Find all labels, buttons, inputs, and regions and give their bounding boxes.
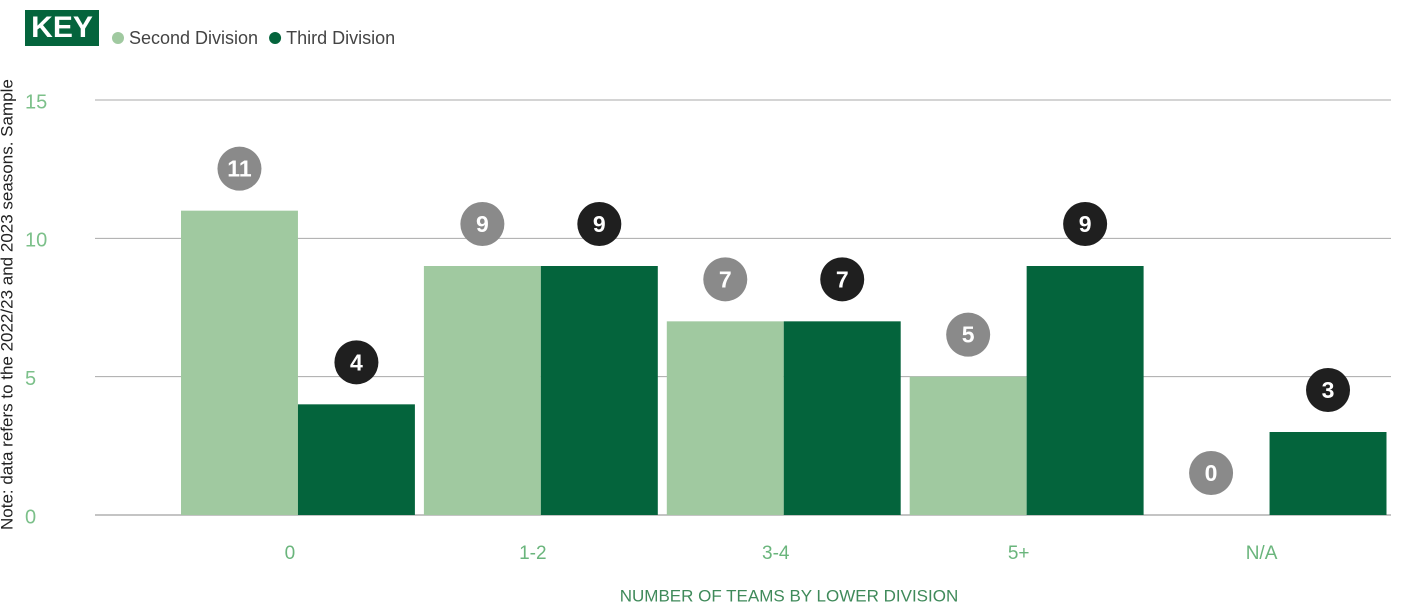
x-tick-label: 5+ (1008, 543, 1030, 564)
x-tick-label: 1-2 (519, 543, 546, 564)
data-label: 11 (227, 156, 252, 182)
bar (297, 404, 415, 515)
data-label: 9 (476, 211, 489, 237)
x-tick-label: 0 (285, 543, 296, 564)
y-tick-label: 15 (25, 91, 47, 113)
key-box (25, 10, 99, 46)
bar (423, 266, 541, 515)
bar (181, 210, 298, 515)
data-label-badge (334, 340, 379, 385)
x-tick-label: 3-4 (762, 543, 790, 564)
y-tick-label: 5 (25, 368, 36, 390)
data-label: 9 (593, 211, 606, 237)
data-label-badge (1063, 202, 1108, 246)
legend-swatch (269, 32, 282, 44)
data-label-badge (217, 146, 262, 191)
y-tick-label: 0 (25, 506, 36, 528)
note: Note: data refers to the 2022/23 and 202… (0, 79, 16, 530)
data-label: 0 (1205, 460, 1218, 486)
bar (1026, 266, 1144, 515)
data-label-badge (577, 202, 622, 246)
data-label: 4 (350, 349, 363, 375)
data-label-badge (1189, 451, 1234, 495)
data-label-badge (946, 312, 991, 357)
data-label: 3 (1322, 377, 1335, 403)
legend-swatch (112, 32, 124, 44)
bar (540, 266, 658, 515)
data-label-badge (703, 257, 748, 302)
data-label: 9 (1079, 211, 1092, 237)
data-label-badge (820, 257, 865, 302)
bar (1269, 432, 1387, 515)
data-label: 5 (962, 322, 975, 348)
legend-label: Second Division (129, 28, 258, 48)
bar (783, 321, 901, 515)
data-label: 7 (836, 266, 849, 292)
data-label-badge (460, 202, 505, 246)
legend-label: Third Division (286, 28, 395, 48)
data-label: 7 (719, 266, 732, 292)
bar (666, 321, 784, 515)
data-label-badge (1306, 368, 1351, 412)
x-axis-title: NUMBER OF TEAMS BY LOWER DIVISION (620, 586, 958, 605)
bar (909, 376, 1027, 515)
y-tick-label: 10 (25, 230, 47, 252)
legend-title: KEY (31, 11, 93, 44)
x-tick-label: N/A (1246, 543, 1278, 564)
